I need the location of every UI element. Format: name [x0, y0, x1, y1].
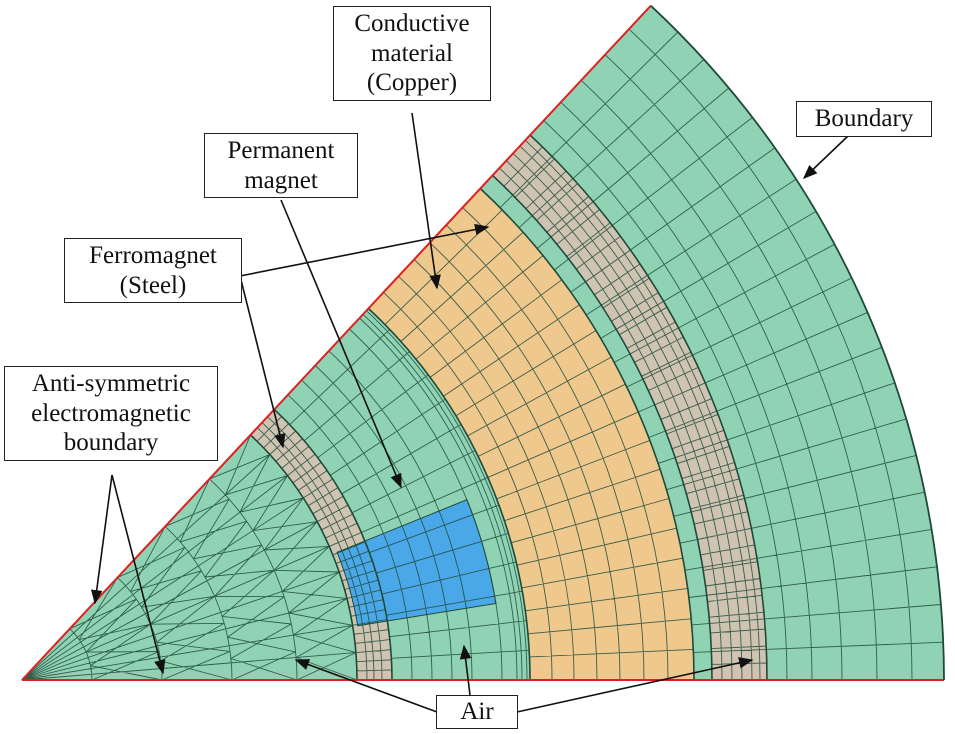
label-air: Air: [436, 695, 518, 729]
leader-ferro-inner: [239, 275, 286, 449]
outer-boundary-arc: [650, 5, 945, 681]
leader-air-2: [459, 644, 472, 696]
label-conductive-material: Conductive material (Copper): [333, 6, 491, 101]
fem-mesh: [21, 28, 944, 681]
leader-arrows: [90, 112, 849, 713]
leader-air-1: [294, 659, 438, 713]
region-interfaces: [249, 134, 768, 681]
mesh-lines: [21, 28, 944, 681]
leader-anti-symmetric-1: [90, 474, 113, 605]
label-permanent-magnet: Permanent magnet: [204, 133, 358, 198]
leader-conductive: [411, 112, 441, 290]
leader-air-3: [516, 657, 754, 713]
label-boundary: Boundary: [796, 101, 932, 137]
leader-ferro-outer: [239, 223, 490, 277]
boundary-edges: [21, 5, 945, 681]
leader-anti-symmetric-2: [111, 474, 166, 675]
leader-permanent-magnet: [280, 199, 402, 489]
label-anti-symmetric-boundary: Anti-symmetric electromagnetic boundary: [4, 366, 218, 461]
anti-symmetric-edge-upper: [21, 5, 652, 681]
copper-ring: [368, 188, 695, 680]
label-ferromagnet: Ferromagnet (Steel): [64, 238, 242, 303]
leader-boundary: [802, 135, 849, 179]
